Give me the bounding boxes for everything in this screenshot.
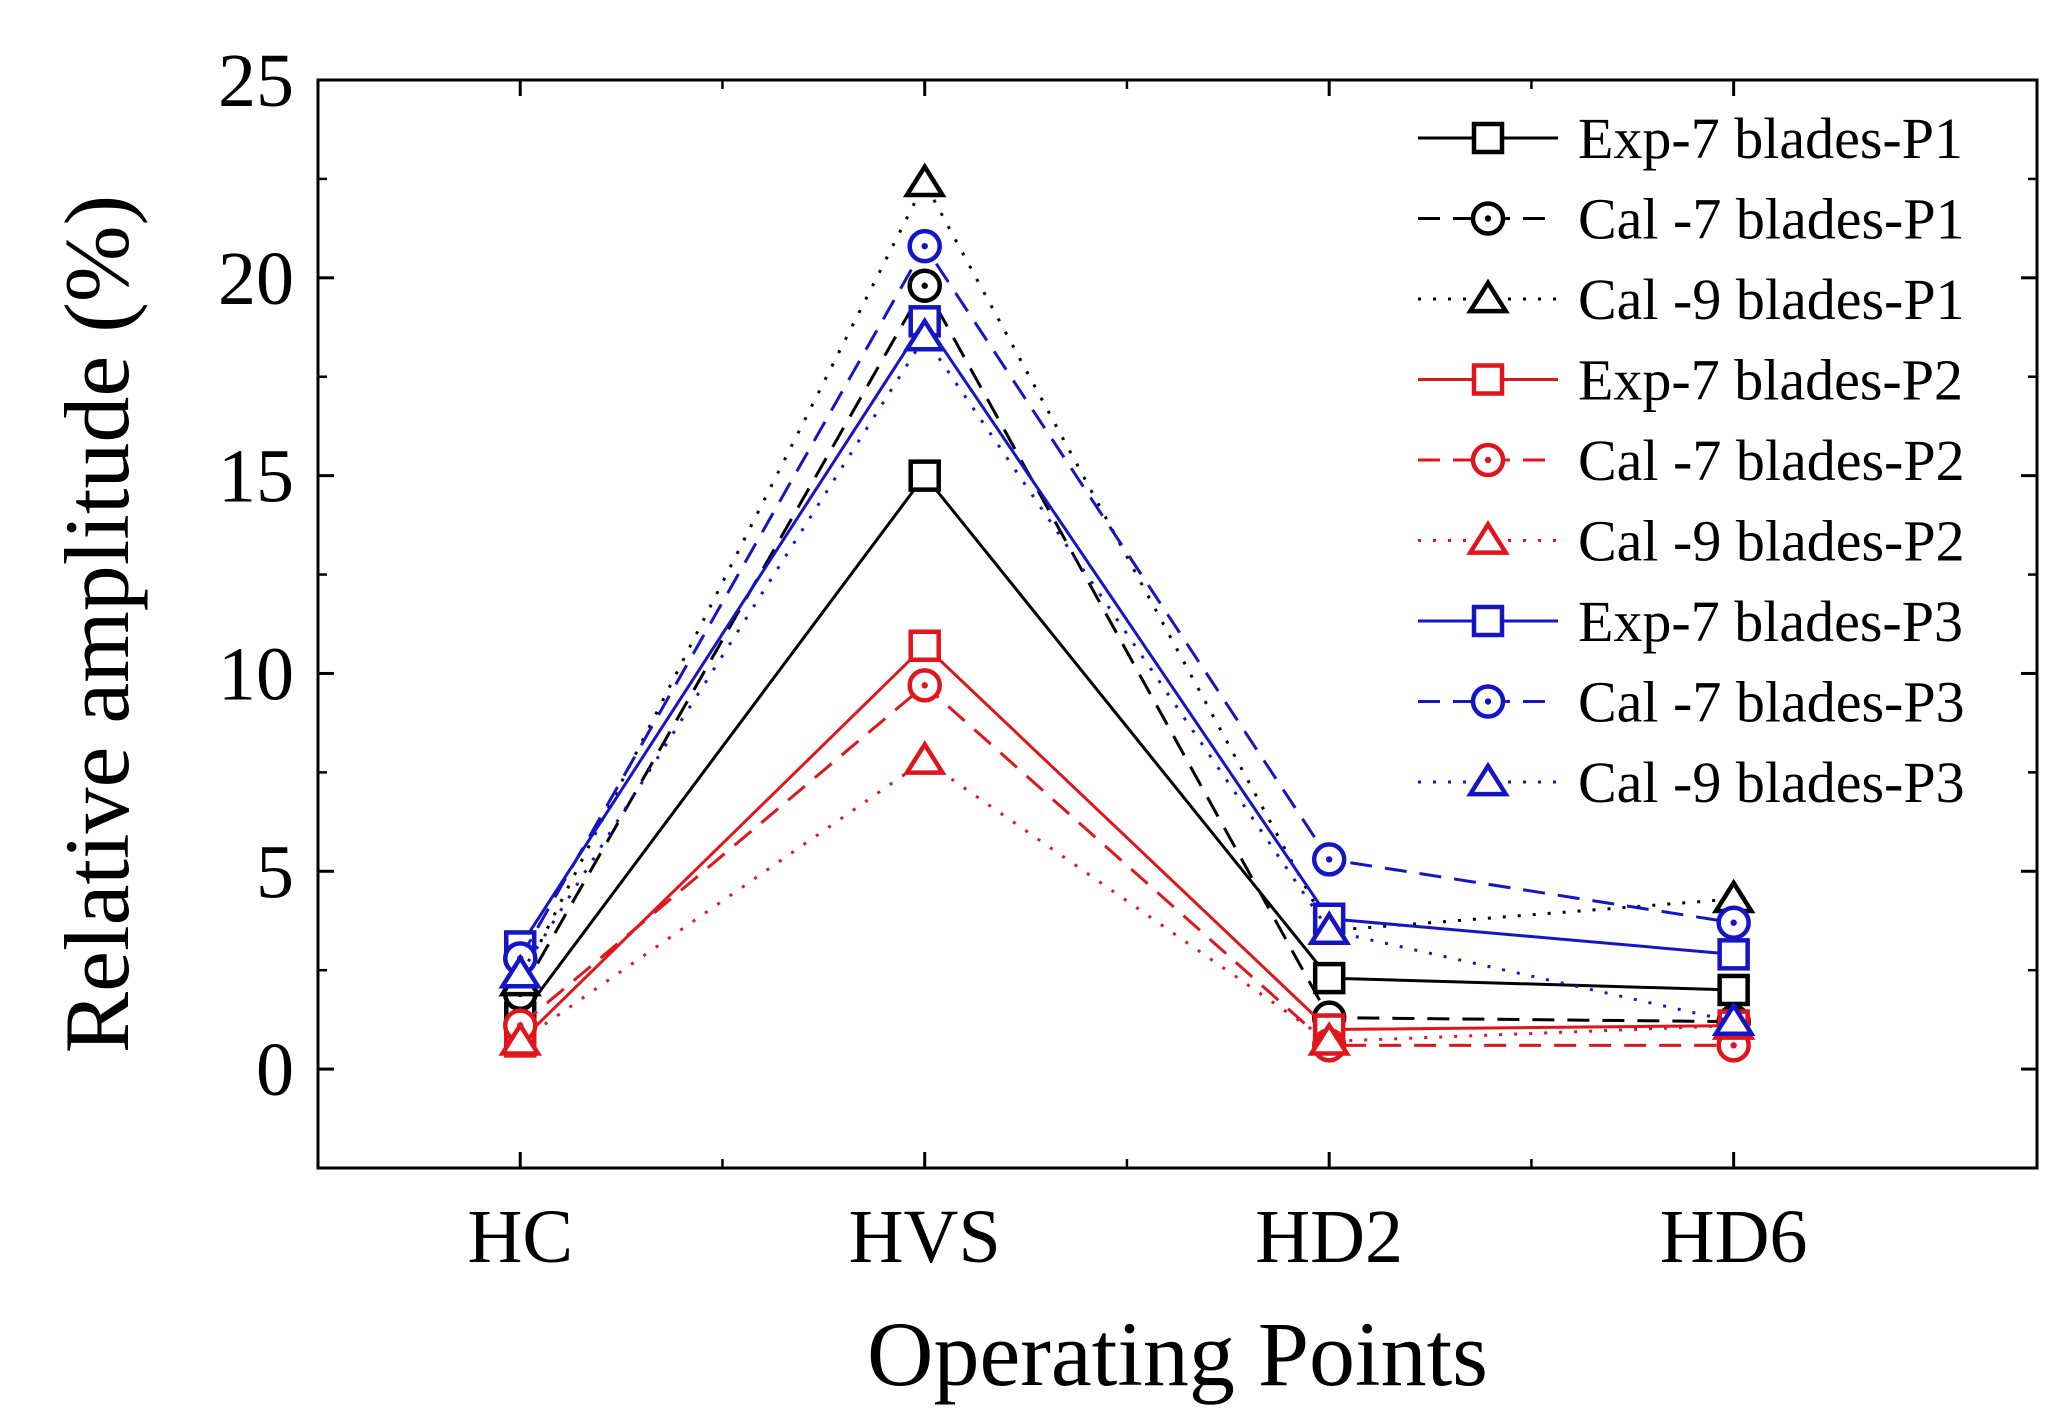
legend-marker (1470, 201, 1506, 236)
legend-entry: Cal -9 blades-P1 (1418, 267, 1965, 332)
legend-entry: Cal -9 blades-P2 (1418, 509, 1965, 574)
series-line (518, 334, 1734, 1024)
series-line (518, 179, 1734, 983)
x-axis: HC HVS HD2 HD6 (467, 80, 1808, 1279)
x-tick-label: HD2 (1255, 1195, 1403, 1279)
y-tick-label: 20 (218, 237, 294, 321)
legend-marker (1470, 684, 1506, 719)
legend-label: Cal -9 blades-P3 (1578, 750, 1965, 815)
data-point (902, 162, 947, 198)
plot-frame (316, 78, 2039, 1170)
series-9 (498, 316, 1756, 1036)
data-point (1307, 1021, 1351, 1056)
data-point (908, 459, 941, 492)
data-point (902, 740, 947, 775)
data-point (902, 316, 947, 352)
series-line (518, 318, 1734, 956)
legend-entry: Cal -7 blades-P3 (1418, 670, 1965, 735)
legend-label: Exp-7 blades-P1 (1578, 106, 1963, 171)
series-layer (498, 162, 1756, 1063)
data-point (1717, 938, 1750, 971)
data-point (1716, 905, 1751, 940)
series-line (519, 643, 1734, 1043)
y-axis-label: Relative amplitude (%) (46, 195, 148, 1053)
x-tick-label: HVS (849, 1195, 1001, 1279)
series-line (518, 282, 1734, 1024)
legend-label: Cal -9 blades-P1 (1578, 267, 1965, 332)
y-axis: 0 5 10 15 20 25 (218, 39, 2037, 1112)
legend-marker (1466, 520, 1510, 555)
data-point (1717, 973, 1750, 1007)
legend-marker (1466, 761, 1510, 797)
data-point (907, 668, 942, 703)
legend-entry: Cal -7 blades-P1 (1418, 187, 1965, 252)
series-line (519, 683, 1734, 1047)
legend-marker (1466, 278, 1510, 314)
legend-entry: Exp-7 blades-P3 (1418, 589, 1963, 654)
data-point (1307, 910, 1351, 945)
data-point (498, 953, 543, 989)
x-tick-label: HD6 (1660, 1195, 1808, 1279)
legend-entry: Exp-7 blades-P2 (1418, 348, 1963, 413)
data-point (1312, 961, 1346, 995)
legend-marker (1471, 363, 1505, 396)
legend-label: Exp-7 blades-P3 (1578, 589, 1963, 654)
legend-label: Cal -9 blades-P2 (1578, 509, 1965, 574)
data-point (907, 228, 942, 264)
data-point (907, 268, 942, 303)
data-point (1311, 842, 1347, 877)
y-tick-label: 15 (218, 435, 294, 519)
legend-marker (1471, 121, 1505, 155)
legend-label: Cal -7 blades-P2 (1578, 428, 1965, 493)
legend-entry: Exp-7 blades-P1 (1418, 106, 1963, 171)
legend-entry: Cal -7 blades-P2 (1418, 428, 1965, 493)
plot-area (316, 78, 2039, 1170)
data-point (498, 1021, 543, 1056)
x-tick-label: HC (467, 1195, 573, 1279)
x-axis-label: Operating Points (867, 1303, 1488, 1405)
legend: Exp-7 blades-P1 Cal -7 blades-P1 Cal -9 bl… (1418, 106, 1965, 815)
y-tick-label: 5 (256, 830, 294, 914)
series-line (518, 243, 1734, 960)
data-point (908, 629, 941, 663)
series-line (519, 473, 1734, 1019)
y-tick-label: 0 (256, 1028, 294, 1112)
series-line (519, 758, 1734, 1043)
legend-marker (1471, 604, 1505, 638)
data-point (1711, 1001, 1756, 1036)
legend-label: Exp-7 blades-P2 (1578, 348, 1963, 413)
legend-marker (1470, 442, 1506, 478)
legend-label: Cal -7 blades-P1 (1578, 187, 1965, 252)
y-tick-label: 10 (218, 632, 294, 716)
legend-entry: Cal -9 blades-P3 (1418, 750, 1965, 815)
y-tick-label: 25 (218, 39, 294, 123)
legend-label: Cal -7 blades-P3 (1578, 670, 1965, 735)
